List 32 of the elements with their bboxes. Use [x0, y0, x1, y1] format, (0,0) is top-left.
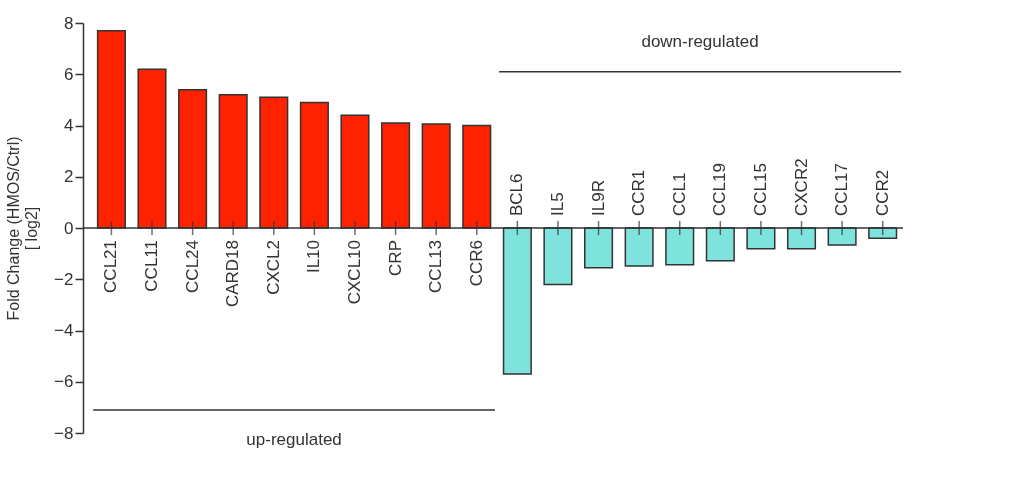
x-tick-label: CRP	[385, 240, 405, 276]
x-tick-label: CCL13	[426, 240, 446, 293]
x-tick-label: CXCL10	[344, 240, 364, 305]
y-tick-label: 2	[64, 167, 74, 187]
x-tick-label: CCL19	[710, 163, 730, 216]
x-tick-label: BCL6	[507, 173, 527, 216]
x-tick-label: IL10	[304, 240, 324, 274]
y-tick-label: 8	[64, 13, 74, 33]
x-tick-label: CCL11	[142, 240, 162, 292]
y-tick-label: −6	[54, 372, 74, 392]
y-tick-label: 0	[64, 218, 74, 238]
x-tick-label: CXCL2	[263, 240, 283, 295]
x-tick-label: CCR2	[872, 169, 892, 216]
y-tick-label: 6	[64, 64, 74, 84]
ref-line-label: down-regulated	[641, 31, 759, 51]
x-tick-label: IL9R	[588, 180, 608, 216]
y-tick-label: −8	[54, 423, 74, 443]
x-tick-label: IL5	[547, 192, 567, 216]
x-tick-label: CCR1	[629, 169, 649, 216]
x-tick-label: CCL24	[182, 240, 202, 293]
x-tick-label: CARD18	[223, 240, 243, 308]
x-tick-label: CCL15	[750, 163, 770, 216]
x-tick-label: CXCR2	[791, 158, 811, 216]
y-axis-title: Fold Change (HMOS/Ctrl) [ log2]	[5, 136, 41, 321]
y-tick-label: −2	[54, 269, 74, 289]
x-tick-label: CCL17	[832, 163, 852, 216]
y-tick-label: 4	[64, 116, 74, 135]
ref-line-label: up-regulated	[246, 429, 342, 449]
y-tick-label: −4	[54, 321, 74, 340]
x-tick-label: CCR6	[466, 240, 486, 287]
x-tick-label: CCL1	[669, 172, 689, 216]
x-tick-label: CCL21	[101, 240, 121, 293]
